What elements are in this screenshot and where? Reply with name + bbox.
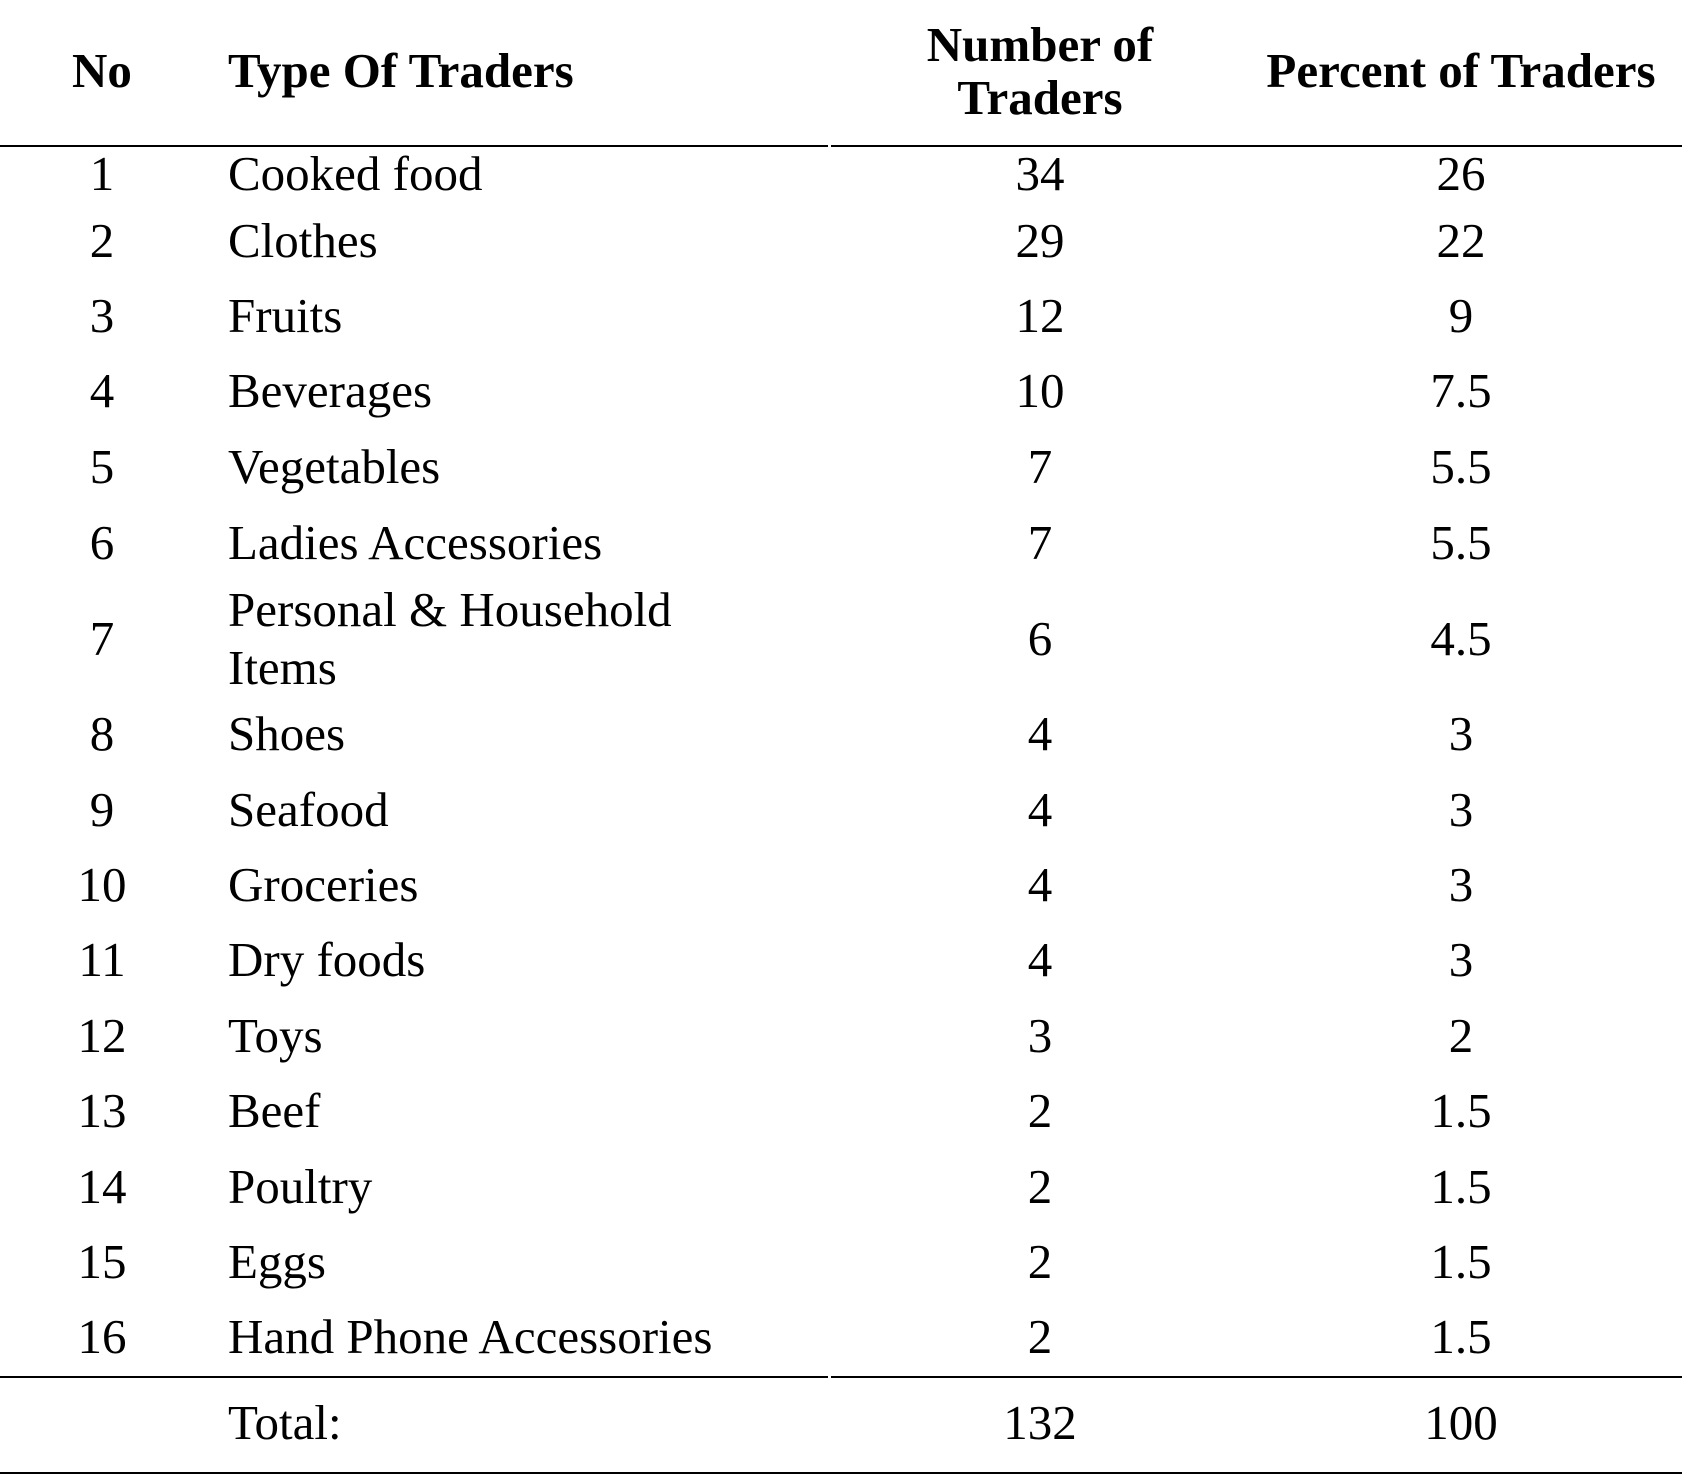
row-no: 15: [77, 1234, 127, 1289]
row-percent: 1.5: [1430, 1083, 1492, 1138]
row-type: Shoes: [228, 706, 346, 761]
row-number: 4: [1027, 857, 1053, 912]
row-type: Beverages: [228, 363, 433, 418]
row-number: 2: [1027, 1309, 1053, 1364]
row-percent: 3: [1448, 932, 1474, 987]
row-number: 2: [1027, 1159, 1053, 1214]
row-number: 7: [1027, 515, 1053, 570]
header-number-of-traders-text: Number of Traders: [927, 18, 1153, 124]
total-percent: 100: [1424, 1395, 1498, 1450]
row-type: Eggs: [228, 1234, 326, 1289]
row-number: 34: [1015, 146, 1065, 201]
row-percent: 22: [1436, 213, 1486, 268]
row-type: Groceries: [228, 857, 419, 912]
row-no: 9: [89, 782, 115, 837]
header-no: No: [72, 43, 132, 98]
row-type: Toys: [228, 1008, 323, 1063]
header-rule: [0, 145, 1682, 147]
row-number: 10: [1015, 363, 1065, 418]
row-no: 8: [89, 706, 115, 761]
row-type: Personal & Household Items: [228, 581, 788, 697]
row-number: 29: [1015, 213, 1065, 268]
row-no: 7: [89, 611, 115, 666]
row-type: Hand Phone Accessories: [228, 1309, 713, 1364]
row-type: Cooked food: [228, 146, 483, 201]
row-percent: 3: [1448, 782, 1474, 837]
row-type: Clothes: [228, 213, 378, 268]
row-no: 1: [89, 146, 115, 201]
row-type: Dry foods: [228, 932, 426, 987]
header-percent-of-traders: Percent of Traders: [1266, 43, 1656, 98]
row-type: Beef: [228, 1083, 321, 1138]
row-type: Vegetables: [228, 439, 441, 494]
row-type: Seafood: [228, 782, 389, 837]
row-percent: 3: [1448, 706, 1474, 761]
total-label: Total:: [228, 1395, 342, 1450]
row-percent: 2: [1448, 1008, 1474, 1063]
row-percent: 1.5: [1430, 1234, 1492, 1289]
row-type: Poultry: [228, 1159, 373, 1214]
row-number: 4: [1027, 782, 1053, 837]
row-number: 6: [1027, 611, 1053, 666]
row-number: 4: [1027, 932, 1053, 987]
row-no: 3: [89, 288, 115, 343]
row-type-wrapped: Personal & Household Items: [228, 581, 672, 697]
row-no: 13: [77, 1083, 127, 1138]
row-no: 6: [89, 515, 115, 570]
row-percent: 5.5: [1430, 515, 1492, 570]
row-no: 2: [89, 213, 115, 268]
row-no: 14: [77, 1159, 127, 1214]
row-no: 16: [77, 1309, 127, 1364]
header-type-of-traders: Type Of Traders: [228, 43, 574, 98]
row-type: Ladies Accessories: [228, 515, 603, 570]
row-no: 4: [89, 363, 115, 418]
bottom-rule: [0, 1472, 1682, 1474]
header-number-line2: Traders: [957, 70, 1123, 125]
row-percent: 9: [1448, 288, 1474, 343]
row-number: 12: [1015, 288, 1065, 343]
row-percent: 4.5: [1430, 611, 1492, 666]
row-no: 5: [89, 439, 115, 494]
total-number: 132: [1003, 1395, 1077, 1450]
row-number: 3: [1027, 1008, 1053, 1063]
row-type-line1: Personal & Household: [228, 582, 672, 637]
row-number: 7: [1027, 439, 1053, 494]
row-percent: 26: [1436, 146, 1486, 201]
row-number: 4: [1027, 706, 1053, 761]
row-no: 10: [77, 857, 127, 912]
row-percent: 1.5: [1430, 1159, 1492, 1214]
total-rule: [0, 1376, 1682, 1378]
row-type-line2: Items: [228, 640, 337, 695]
header-number-of-traders: Number of Traders: [900, 16, 1180, 126]
row-number: 2: [1027, 1083, 1053, 1138]
header-number-line1: Number of: [926, 17, 1154, 72]
row-no: 12: [77, 1008, 127, 1063]
row-percent: 1.5: [1430, 1309, 1492, 1364]
row-type: Fruits: [228, 288, 343, 343]
row-percent: 7.5: [1430, 363, 1492, 418]
row-percent: 3: [1448, 857, 1474, 912]
row-percent: 5.5: [1430, 439, 1492, 494]
row-no: 11: [78, 932, 126, 987]
row-number: 2: [1027, 1234, 1053, 1289]
